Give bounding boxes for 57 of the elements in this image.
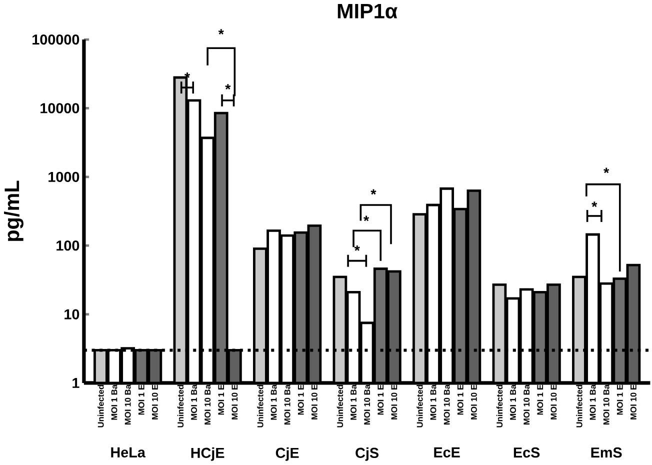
- text: MOI 10 Ba: [204, 384, 211, 425]
- y-tick-label: 1: [72, 378, 80, 388]
- text: *: [218, 29, 224, 35]
- annotation: *: [370, 189, 376, 195]
- annotation: *: [225, 84, 231, 90]
- text: MOI 1 E: [378, 384, 384, 415]
- text: MOI 1 E: [298, 384, 304, 415]
- x-tick-label: HCjE: [191, 448, 224, 461]
- y-tick-label: 10: [64, 309, 80, 320]
- x-tick-label: CjE: [276, 448, 299, 461]
- text: MOI 10 E: [550, 384, 557, 420]
- y-tick-label: 100: [56, 240, 80, 251]
- text: MOI 10 Ba: [284, 384, 290, 425]
- text: MOI 10 E: [232, 384, 238, 420]
- annotation: *: [592, 202, 598, 208]
- chart-title: MIP1α: [338, 4, 398, 19]
- y-axis-title: pg/mL: [4, 180, 24, 242]
- text: MOI 1 E: [218, 384, 224, 415]
- y-tick-label: 1000: [48, 172, 80, 182]
- text: Uninfected: [416, 385, 423, 428]
- x-tick-label: CjS: [356, 448, 378, 461]
- text: MOI 1 E: [616, 384, 623, 415]
- text: MOI 10 Ba: [524, 384, 530, 425]
- text: MOI 1 Ba: [270, 384, 277, 420]
- text: MOI 1 Ba: [350, 384, 356, 420]
- text: MOI 1 E: [537, 384, 544, 415]
- y-tick-label: 10000: [40, 103, 80, 114]
- text: MOI 10 E: [311, 384, 318, 420]
- x-tick-label: EcE: [434, 448, 460, 458]
- x-tick-label: EmS: [591, 448, 622, 458]
- y-tick-label: 100000: [32, 34, 80, 45]
- text: MOI 1 Ba: [191, 384, 197, 420]
- x-tick-label: EcS: [514, 448, 540, 458]
- text: MOI 10 E: [391, 384, 398, 420]
- text: MOI 10 E: [630, 384, 636, 420]
- text: Uninfected: [98, 385, 104, 428]
- text: MOI 1 Ba: [510, 384, 516, 420]
- x-tick-label: HeLa: [111, 448, 146, 458]
- text: MOI 1 Ba: [590, 384, 596, 420]
- text: MOI 10 Ba: [603, 384, 610, 425]
- text: MOI 10 Ba: [444, 384, 450, 425]
- annotation: *: [364, 216, 370, 222]
- text: Uninfected: [177, 385, 184, 428]
- text: MOI 1 E: [457, 384, 464, 415]
- annotation: *: [354, 246, 360, 251]
- text: MOI 10 Ba: [364, 384, 370, 425]
- text: Uninfected: [576, 385, 582, 428]
- text: Uninfected: [257, 385, 264, 428]
- text: Uninfected: [496, 385, 503, 428]
- text: MOI 10 E: [152, 384, 158, 420]
- annotation: *: [604, 168, 610, 174]
- text: Uninfected: [336, 385, 344, 428]
- text: MOI 10 Ba: [124, 384, 131, 425]
- text: MOI 1 Ba: [430, 384, 436, 420]
- text: MOI 1 E: [138, 384, 144, 415]
- text: MOI 10 E: [470, 384, 477, 420]
- text: MOI 1 Ba: [111, 384, 118, 420]
